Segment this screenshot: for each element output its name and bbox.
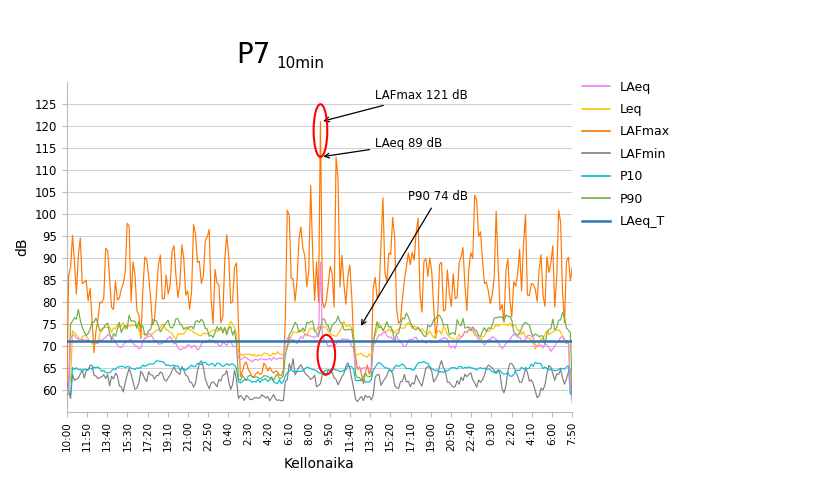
P10 [567, 391, 577, 397]
Leq [226, 318, 235, 324]
P90 [546, 326, 556, 332]
LAeq [134, 346, 144, 352]
LAeq [275, 355, 285, 361]
LAeq_T [123, 339, 133, 345]
LAFmax [272, 369, 282, 375]
X-axis label: Kellonaika: Kellonaika [284, 457, 355, 471]
Legend: LAeq, Leq, LAFmax, LAFmin, P10, P90, LAeq_T: LAeq, Leq, LAFmax, LAFmin, P10, P90, LAe… [578, 76, 675, 233]
Text: P7: P7 [236, 41, 271, 69]
P90 [567, 387, 577, 393]
Line: P90: P90 [67, 310, 572, 390]
LAeq [472, 333, 481, 339]
LAeq [62, 387, 72, 393]
Line: Leq: Leq [67, 321, 572, 381]
P10 [134, 365, 144, 371]
LAeq [567, 387, 577, 393]
Text: 10min: 10min [277, 56, 324, 71]
LAFmax [134, 312, 144, 318]
Text: P90 74 dB: P90 74 dB [361, 190, 468, 325]
LAeq_T [470, 339, 480, 345]
P10 [62, 391, 72, 397]
P10 [275, 377, 285, 383]
LAFmin [272, 398, 282, 403]
LAFmax [275, 372, 285, 378]
LAFmin [472, 384, 481, 390]
P10 [277, 381, 286, 386]
P10 [151, 358, 161, 364]
LAFmax [123, 221, 133, 226]
P10 [123, 364, 133, 369]
LAeq_T [134, 339, 144, 345]
Line: LAeq: LAeq [67, 262, 572, 390]
LAeq_T [275, 339, 285, 345]
LAFmax [62, 400, 72, 406]
Leq [134, 328, 144, 334]
LAFmin [62, 378, 72, 384]
Text: LAFmax 121 dB: LAFmax 121 dB [324, 89, 468, 122]
Leq [277, 351, 286, 357]
LAeq [123, 339, 133, 345]
LAeq [315, 260, 325, 265]
Y-axis label: dB: dB [15, 238, 29, 256]
Leq [472, 333, 481, 339]
P90 [277, 375, 286, 381]
P90 [136, 324, 146, 330]
LAFmin [567, 400, 577, 406]
P90 [62, 387, 72, 393]
LAeq_T [567, 339, 577, 345]
LAeq_T [272, 339, 282, 345]
Leq [275, 351, 285, 357]
LAFmin [288, 356, 298, 362]
Text: LAeq 89 dB: LAeq 89 dB [324, 137, 443, 158]
P90 [275, 376, 285, 382]
LAFmax [546, 260, 556, 266]
LAFmax [567, 264, 577, 270]
Leq [546, 330, 556, 336]
Line: LAFmin: LAFmin [67, 359, 572, 403]
LAeq [272, 356, 282, 362]
Leq [62, 378, 72, 384]
Leq [567, 378, 577, 384]
P10 [472, 367, 481, 373]
LAFmin [134, 380, 144, 386]
LAeq_T [544, 339, 554, 345]
LAFmin [275, 397, 285, 403]
LAFmin [123, 372, 133, 378]
P90 [472, 328, 481, 334]
LAFmax [472, 198, 481, 204]
P90 [73, 307, 83, 312]
P90 [124, 312, 134, 318]
P10 [546, 366, 556, 372]
LAeq [546, 348, 556, 354]
LAFmax [315, 119, 325, 125]
Leq [123, 322, 133, 328]
LAeq_T [62, 339, 72, 345]
Line: P10: P10 [67, 361, 572, 394]
LAFmin [546, 364, 556, 370]
Line: LAFmax: LAFmax [67, 122, 572, 403]
